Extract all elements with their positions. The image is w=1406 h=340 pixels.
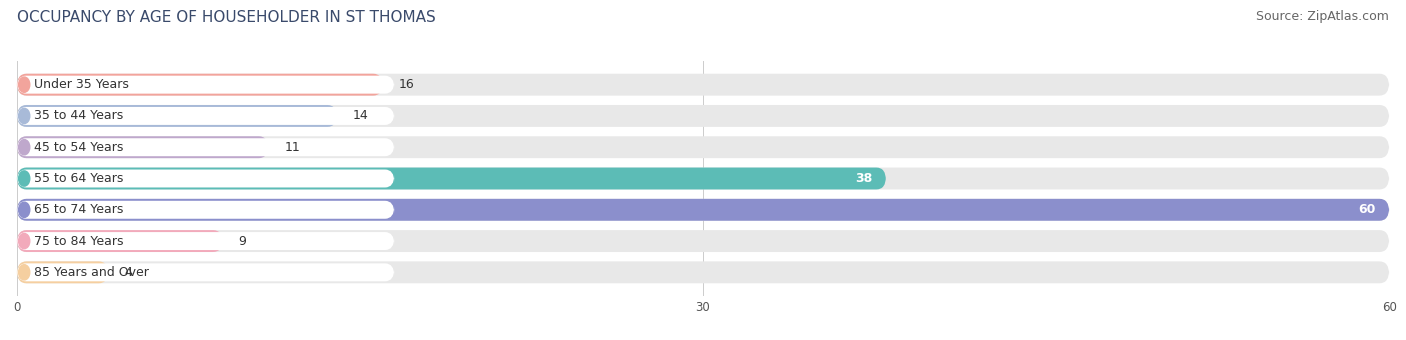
Text: 9: 9 [239,235,246,248]
Text: OCCUPANCY BY AGE OF HOUSEHOLDER IN ST THOMAS: OCCUPANCY BY AGE OF HOUSEHOLDER IN ST TH… [17,10,436,25]
FancyBboxPatch shape [17,107,394,125]
Circle shape [18,265,30,280]
Text: 55 to 64 Years: 55 to 64 Years [34,172,124,185]
Circle shape [18,77,30,92]
FancyBboxPatch shape [17,230,222,252]
FancyBboxPatch shape [17,74,382,96]
Circle shape [18,140,30,155]
FancyBboxPatch shape [17,138,394,156]
Circle shape [18,234,30,249]
FancyBboxPatch shape [17,105,337,127]
Text: 45 to 54 Years: 45 to 54 Years [34,141,124,154]
FancyBboxPatch shape [17,170,394,187]
Text: 11: 11 [284,141,301,154]
Circle shape [18,108,30,123]
FancyBboxPatch shape [17,261,108,283]
Circle shape [18,171,30,186]
Circle shape [18,202,30,217]
FancyBboxPatch shape [17,105,1389,127]
Text: 4: 4 [124,266,132,279]
FancyBboxPatch shape [17,261,1389,283]
FancyBboxPatch shape [17,232,394,250]
FancyBboxPatch shape [17,136,269,158]
FancyBboxPatch shape [17,199,1389,221]
FancyBboxPatch shape [17,264,394,281]
Text: 75 to 84 Years: 75 to 84 Years [34,235,124,248]
Text: 38: 38 [855,172,872,185]
FancyBboxPatch shape [17,74,1389,96]
FancyBboxPatch shape [17,230,1389,252]
Text: 65 to 74 Years: 65 to 74 Years [34,203,124,216]
Text: 35 to 44 Years: 35 to 44 Years [34,109,124,122]
Text: 60: 60 [1358,203,1375,216]
Text: 16: 16 [399,78,415,91]
FancyBboxPatch shape [17,168,886,189]
Text: Under 35 Years: Under 35 Years [34,78,129,91]
Text: 85 Years and Over: 85 Years and Over [34,266,149,279]
FancyBboxPatch shape [17,199,1389,221]
FancyBboxPatch shape [17,168,1389,189]
FancyBboxPatch shape [17,201,394,219]
FancyBboxPatch shape [17,76,394,94]
Text: 14: 14 [353,109,368,122]
Text: Source: ZipAtlas.com: Source: ZipAtlas.com [1256,10,1389,23]
FancyBboxPatch shape [17,136,1389,158]
